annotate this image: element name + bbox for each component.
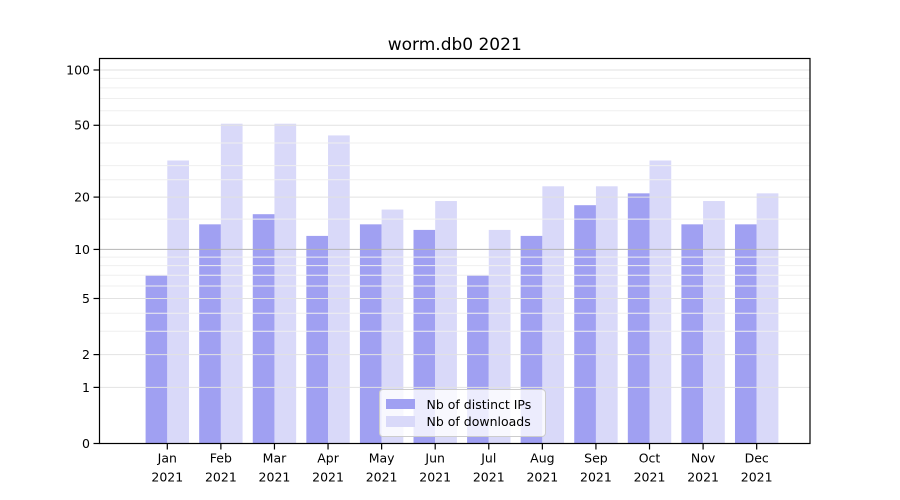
y-tick-label: 5 — [82, 291, 90, 306]
x-tick-label-year: 2021 — [151, 470, 183, 485]
y-tick-label: 0 — [82, 436, 90, 451]
bar-oct-downloads — [649, 160, 672, 444]
bar-dec-downloads — [756, 193, 779, 444]
x-tick-label-year: 2021 — [419, 470, 451, 485]
x-tick-label-year: 2021 — [634, 470, 666, 485]
x-tick-label-year: 2021 — [312, 470, 344, 485]
bar-jun-downloads — [435, 201, 457, 444]
legend-item-distinct-ips: Nb of distinct IPs — [385, 396, 537, 412]
x-tick-label-year: 2021 — [259, 470, 291, 485]
x-tick-label-month: Oct — [639, 451, 661, 466]
bar-apr-downloads — [328, 135, 350, 444]
legend: Nb of distinct IPs Nb of downloads — [378, 389, 546, 437]
bar-jan-distinct-ips — [145, 275, 168, 444]
plot-frame — [98, 57, 811, 445]
y-tick-label: 1 — [82, 380, 90, 395]
bar-mar-distinct-ips — [252, 214, 275, 444]
x-tick-label-month: Jan — [157, 451, 177, 466]
y-tick-label: 20 — [74, 190, 90, 205]
x-tick-label-year: 2021 — [526, 470, 558, 485]
y-tick-label: 100 — [66, 62, 90, 77]
x-tick-label-year: 2021 — [473, 470, 505, 485]
y-tick-label: 50 — [74, 118, 90, 133]
bar-feb-distinct-ips — [199, 224, 221, 444]
bar-dec-distinct-ips — [734, 224, 757, 444]
x-tick-label-month: Sep — [584, 451, 608, 466]
bar-may-downloads — [381, 209, 404, 444]
legend-item-downloads: Nb of downloads — [385, 414, 537, 430]
x-tick-label-month: Jul — [480, 451, 496, 466]
x-tick-label-month: Nov — [691, 451, 716, 466]
x-tick-label-year: 2021 — [366, 470, 398, 485]
x-tick-label-month: Apr — [317, 451, 339, 466]
bar-mar-downloads — [274, 123, 297, 444]
legend-label-distinct-ips: Nb of distinct IPs — [426, 396, 532, 412]
legend-label-downloads: Nb of downloads — [426, 414, 531, 429]
x-tick-label-month: Jun — [424, 451, 445, 466]
bar-nov-downloads — [703, 201, 725, 444]
bar-sep-downloads — [595, 186, 618, 444]
bar-nov-distinct-ips — [681, 224, 704, 444]
x-tick-label-year: 2021 — [741, 470, 773, 485]
x-tick-label-month: Aug — [530, 451, 554, 466]
x-tick-label-year: 2021 — [687, 470, 719, 485]
x-tick-label-year: 2021 — [580, 470, 612, 485]
x-tick-label-month: May — [369, 451, 395, 466]
bar-apr-distinct-ips — [306, 235, 329, 444]
bar-jan-downloads — [167, 160, 189, 444]
bar-aug-downloads — [542, 186, 565, 444]
x-tick-label-month: Feb — [210, 451, 232, 466]
y-tick-label: 2 — [82, 347, 90, 362]
chart-title: worm.db0 2021 — [387, 35, 522, 55]
x-tick-label-year: 2021 — [205, 470, 237, 485]
x-tick-label-month: Dec — [745, 451, 769, 466]
legend-swatch-distinct-ips-icon — [385, 398, 415, 410]
x-tick-label-month: Mar — [263, 451, 287, 466]
bar-may-distinct-ips — [359, 224, 382, 444]
bar-sep-distinct-ips — [574, 205, 596, 444]
bar-oct-distinct-ips — [627, 193, 650, 444]
y-tick-label: 10 — [74, 242, 90, 257]
bar-feb-downloads — [220, 123, 243, 444]
legend-swatch-downloads-icon — [385, 416, 415, 427]
